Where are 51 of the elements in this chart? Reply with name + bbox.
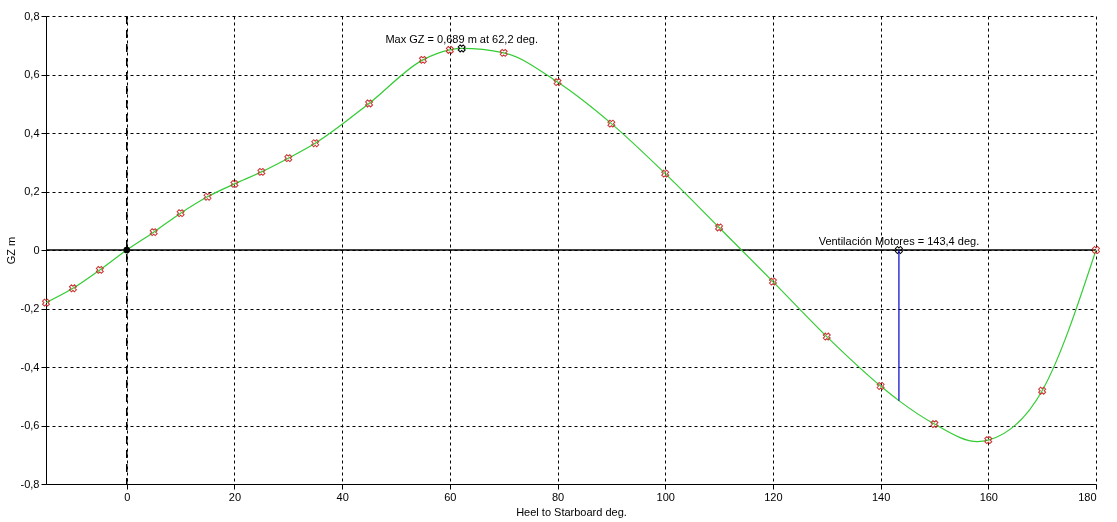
point	[149, 228, 158, 237]
point	[768, 277, 777, 286]
point	[203, 192, 212, 201]
point	[257, 167, 266, 176]
point	[445, 45, 454, 54]
point	[930, 420, 939, 429]
y-tick-label: -0,4	[20, 360, 40, 373]
point	[42, 298, 50, 307]
point	[418, 55, 427, 64]
y-tick-label: 0,6	[24, 68, 40, 80]
point	[95, 265, 104, 274]
x-axis-title: Heel to Starboard deg.	[516, 505, 627, 518]
point	[553, 78, 562, 87]
x-tick-label: 20	[228, 490, 242, 503]
y-axis-title: GZ m	[4, 236, 17, 265]
point	[1038, 386, 1047, 395]
x-tick-label: 100	[656, 490, 675, 503]
point	[499, 48, 508, 57]
x-tick-label: 160	[979, 490, 998, 503]
point	[876, 382, 885, 391]
point	[894, 246, 903, 254]
y-tick-label: 0,4	[24, 126, 40, 139]
point	[311, 139, 320, 148]
x-tick-label: 80	[551, 490, 565, 503]
x-tick-label: 180	[1078, 490, 1097, 503]
point	[365, 99, 374, 108]
point	[68, 284, 77, 293]
point	[230, 179, 239, 188]
annotation: Ventilación Motores = 143,4 deg.	[818, 235, 980, 247]
point	[607, 119, 616, 128]
x-tick-label: 120	[764, 490, 783, 503]
point	[1092, 246, 1100, 254]
x-tick-label: 60	[444, 490, 457, 503]
point	[457, 44, 466, 53]
point	[822, 332, 831, 341]
x-tick-label: 40	[336, 490, 349, 503]
x-tick-label: 0	[124, 490, 131, 503]
point	[661, 169, 670, 178]
annotation: Max GZ = 0,689 m at 62,2 deg.	[385, 33, 538, 46]
point	[123, 246, 131, 254]
y-tick-label: 0,8	[24, 9, 40, 22]
y-tick-label: -0,8	[20, 477, 40, 490]
point	[715, 223, 724, 232]
y-tick-label: -0,6	[20, 419, 40, 431]
point	[284, 154, 293, 163]
y-tick-label: -0,2	[20, 302, 40, 314]
point	[176, 209, 185, 218]
point	[984, 436, 993, 445]
y-tick-label: 0	[33, 243, 40, 256]
y-tick-label: 0,2	[24, 185, 40, 197]
x-tick-label: 140	[871, 490, 891, 503]
